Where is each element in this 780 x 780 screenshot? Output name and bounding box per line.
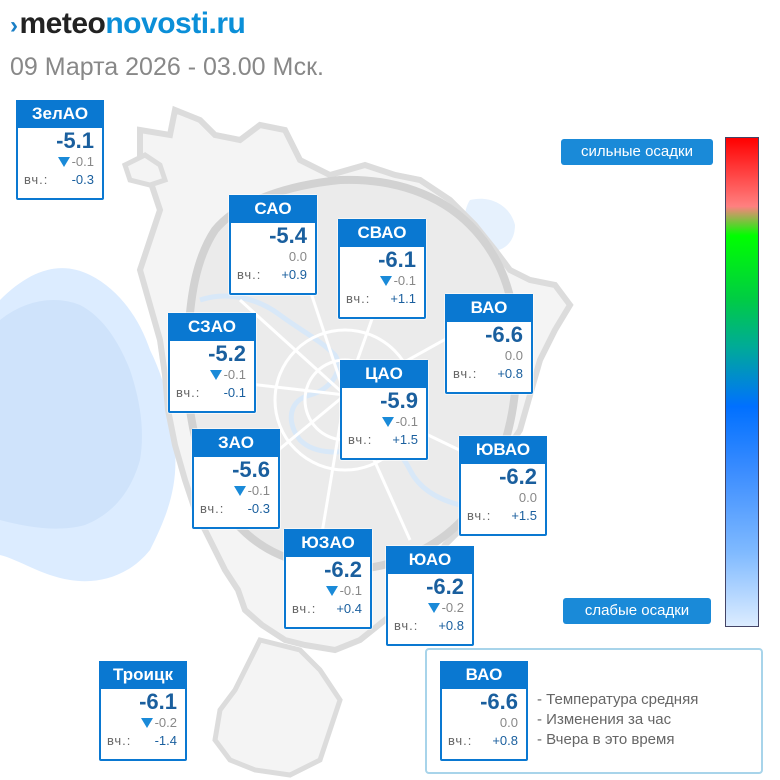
legend-sample-card: ВАО -6.6 0.0 вч.: +0.8 <box>440 661 528 761</box>
moskva-river <box>199 293 461 508</box>
district-temp: -5.9 <box>380 388 418 413</box>
district-temp: -6.2 <box>426 574 464 599</box>
district-name: ВАО <box>445 294 533 322</box>
district-card-svao: СВАО -6.1 -0.1 вч.: +1.1 <box>338 219 426 319</box>
precip-area-west-inner <box>0 300 142 529</box>
precip-scale-bar <box>725 137 759 627</box>
district-yesterday: вч.: -0.1 <box>176 385 246 400</box>
district-yesterday: вч.: +0.4 <box>292 601 362 616</box>
report-datetime: 09 Марта 2026 - 03.00 Мск. <box>10 53 324 81</box>
site-logo[interactable]: ›meteonovosti.ru <box>10 6 246 44</box>
district-change: 0.0 <box>518 490 537 505</box>
district-name: ЦАО <box>340 360 428 388</box>
district-change: -0.1 <box>381 414 418 430</box>
district-temp: -6.1 <box>139 689 177 714</box>
precip-low-label: слабые осадки <box>563 598 711 624</box>
district-change: 0.0 <box>504 348 523 363</box>
district-change: 0.0 <box>499 715 518 730</box>
district-card-yuvao: ЮВАО -6.2 0.0 вч.: +1.5 <box>459 436 547 536</box>
district-name: СВАО <box>338 219 426 247</box>
district-card-yuzao: ЮЗАО -6.2 -0.1 вч.: +0.4 <box>284 529 372 629</box>
district-temp: -5.6 <box>232 457 270 482</box>
district-card-cao: ЦАО -5.9 -0.1 вч.: +1.5 <box>340 360 428 460</box>
district-temp: -5.1 <box>56 128 94 153</box>
district-change: -0.1 <box>379 273 416 289</box>
district-name: ЮАО <box>386 546 474 574</box>
district-name: ВАО <box>440 661 528 689</box>
precip-high-label: сильные осадки <box>561 139 713 165</box>
district-yesterday: вч.: +1.1 <box>346 291 416 306</box>
district-name: ЗАО <box>192 429 280 457</box>
district-temp: -6.6 <box>480 689 518 714</box>
district-yesterday: вч.: +0.9 <box>237 267 307 282</box>
down-arrow-icon <box>209 370 222 380</box>
district-temp: -6.6 <box>485 322 523 347</box>
district-name: САО <box>229 195 317 223</box>
new-moscow-area <box>212 637 343 778</box>
district-yesterday: вч.: +0.8 <box>448 733 518 748</box>
district-change: -0.2 <box>140 715 177 731</box>
district-name: ЮЗАО <box>284 529 372 557</box>
legend-descriptions: - Температура средняя - Изменения за час… <box>537 690 698 750</box>
district-temp: -5.2 <box>208 341 246 366</box>
district-yesterday: вч.: -0.3 <box>24 172 94 187</box>
district-name: СЗАО <box>168 313 256 341</box>
district-change: 0.0 <box>288 249 307 264</box>
district-temp: -6.2 <box>499 464 537 489</box>
down-arrow-icon <box>381 417 394 427</box>
district-temp: -6.1 <box>378 247 416 272</box>
down-arrow-icon <box>140 718 153 728</box>
logo-suffix: novosti.ru <box>105 7 246 40</box>
district-change: -0.2 <box>427 600 464 616</box>
district-change: -0.1 <box>57 154 94 170</box>
district-yesterday: вч.: +1.5 <box>348 432 418 447</box>
district-yesterday: вч.: -0.3 <box>200 501 270 516</box>
down-arrow-icon <box>427 603 440 613</box>
down-arrow-icon <box>57 157 70 167</box>
zelao-area <box>121 152 169 188</box>
logo-prefix: meteo <box>19 7 106 40</box>
district-name: Троицк <box>99 661 187 689</box>
district-name: ЗелАО <box>16 100 104 128</box>
district-card-vao: ВАО -6.6 0.0 вч.: +0.8 <box>445 294 533 394</box>
district-card-yuao: ЮАО -6.2 -0.2 вч.: +0.8 <box>386 546 474 646</box>
district-card-troitsk: Троицк -6.1 -0.2 вч.: -1.4 <box>99 661 187 761</box>
legend-item-change: - Изменения за час <box>537 711 672 728</box>
district-card-zelao: ЗелАО -5.1 -0.1 вч.: -0.3 <box>16 100 104 200</box>
district-name: ЮВАО <box>459 436 547 464</box>
legend-item-temp: - Температура средняя <box>537 691 699 708</box>
legend-item-yesterday: - Вчера в это время <box>537 731 675 748</box>
down-arrow-icon <box>233 486 246 496</box>
district-change: -0.1 <box>233 483 270 499</box>
district-yesterday: вч.: +0.8 <box>453 366 523 381</box>
district-change: -0.1 <box>325 583 362 599</box>
down-arrow-icon <box>379 276 392 286</box>
logo-mark-icon: › <box>10 12 18 39</box>
district-yesterday: вч.: +0.8 <box>394 618 464 633</box>
district-card-sao: САО -5.4 0.0 вч.: +0.9 <box>229 195 317 295</box>
district-card-szao: СЗАО -5.2 -0.1 вч.: -0.1 <box>168 313 256 413</box>
district-card-zao: ЗАО -5.6 -0.1 вч.: -0.3 <box>192 429 280 529</box>
district-temp: -5.4 <box>269 223 307 248</box>
district-yesterday: вч.: -1.4 <box>107 733 177 748</box>
district-yesterday: вч.: +1.5 <box>467 508 537 523</box>
down-arrow-icon <box>325 586 338 596</box>
district-change: -0.1 <box>209 367 246 383</box>
district-temp: -6.2 <box>324 557 362 582</box>
legend-panel: ВАО -6.6 0.0 вч.: +0.8 - Температура сред… <box>425 648 763 774</box>
